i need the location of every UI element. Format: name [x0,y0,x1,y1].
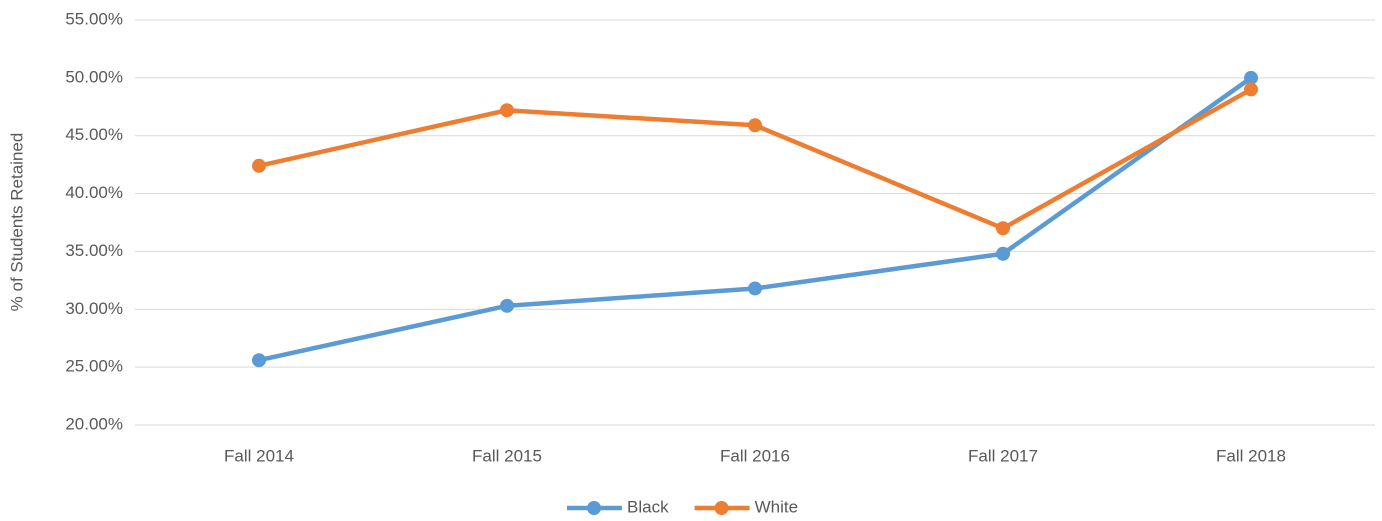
data-point [1244,82,1258,97]
legend-label: White [755,497,798,516]
x-tick-label: Fall 2015 [472,446,542,465]
data-point [252,158,266,173]
y-axis-label: % of Students Retained [7,133,26,312]
y-tick-label: 40.00% [65,183,123,202]
data-point [996,246,1010,261]
data-point [500,103,514,118]
y-tick-label: 35.00% [65,241,123,260]
x-tick-label: Fall 2014 [224,446,294,465]
series-line [258,87,1253,231]
legend-label: Black [627,497,669,516]
x-tick-label: Fall 2017 [968,446,1038,465]
x-tick-label: Fall 2018 [1216,446,1286,465]
data-point [748,118,762,133]
legend-marker [587,501,601,515]
data-point [500,298,514,313]
data-point [252,353,266,368]
y-tick-label: 55.00% [65,9,123,28]
data-point [748,281,762,296]
legend-marker [714,501,729,515]
data-point [1244,70,1258,85]
x-tick-label: Fall 2016 [720,446,790,465]
y-tick-label: 25.00% [65,357,123,376]
y-tick-label: 45.00% [65,125,123,144]
y-tick-label: 30.00% [65,299,123,318]
data-point [996,221,1010,236]
y-tick-label: 50.00% [65,67,123,86]
y-tick-label: 20.00% [65,414,123,433]
